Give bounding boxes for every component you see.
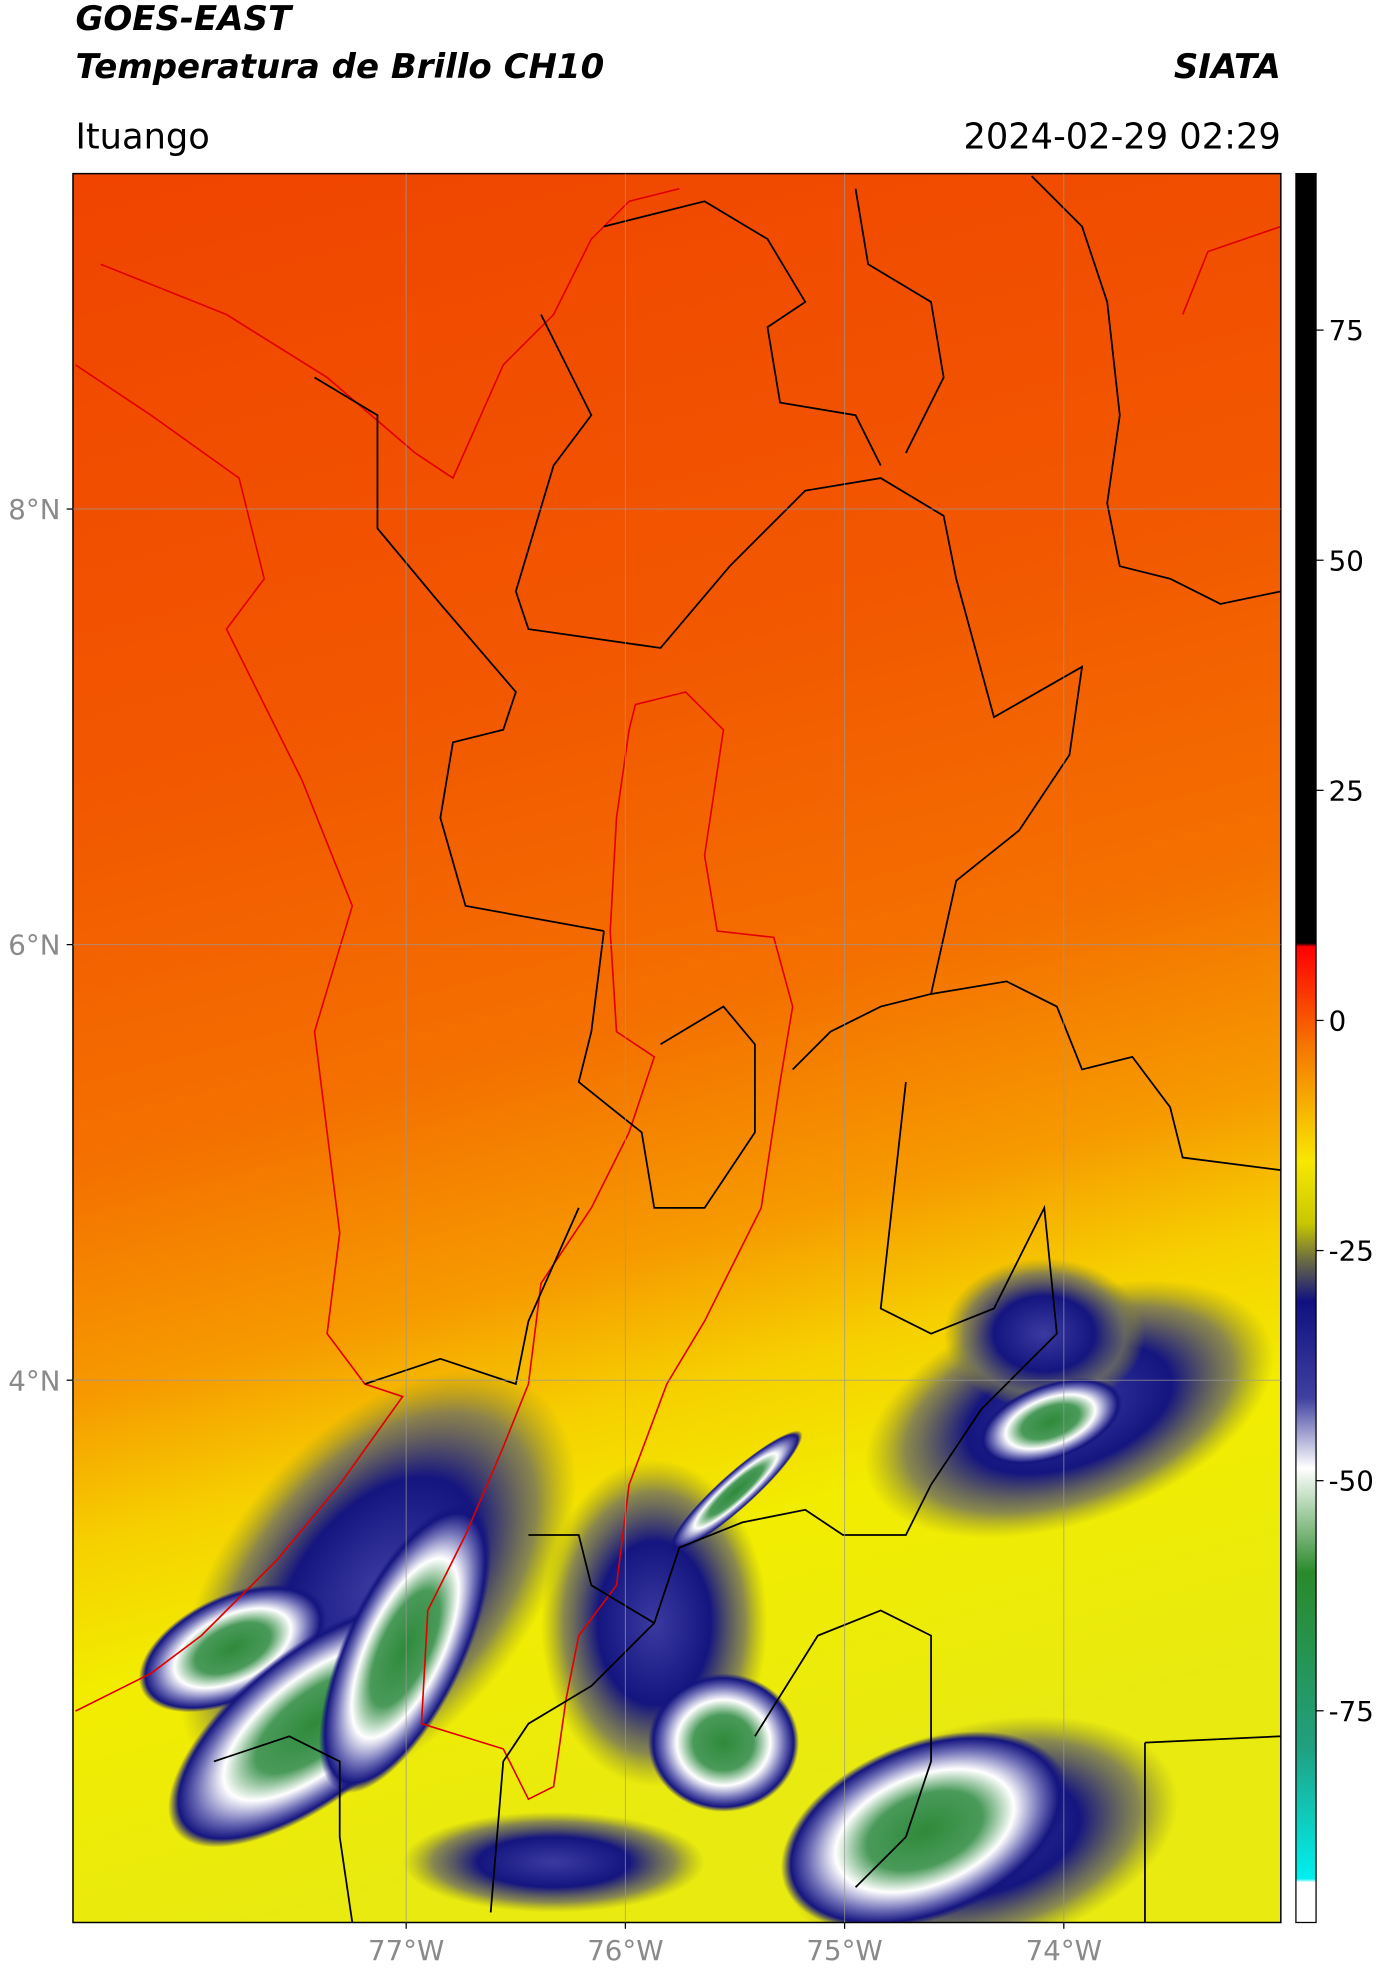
x-tick-label: 77°W (368, 1934, 444, 1967)
map-field (72, 173, 1281, 1923)
y-tick-label: 8°N (8, 493, 60, 526)
colorbar-tick-label: -25 (1329, 1235, 1374, 1268)
colorbar-tick-label: 50 (1329, 544, 1364, 577)
y-tick-label: 6°N (8, 929, 60, 962)
location: Ituango (75, 116, 209, 157)
colorbar-tick-label: 75 (1329, 314, 1364, 347)
datetime: 2024-02-29 02:29 (963, 116, 1280, 157)
source: SIATA (1174, 47, 1281, 87)
x-tick-label: 74°W (1026, 1934, 1102, 1967)
x-tick-label: 75°W (806, 1934, 882, 1967)
colorbar-tick-label: 25 (1329, 774, 1364, 807)
map-frame (72, 172, 1282, 1924)
y-tick-label: 4°N (8, 1364, 60, 1397)
colorbar (1295, 172, 1317, 1924)
colorbar-tick-label: -75 (1329, 1695, 1374, 1728)
colorbar-tick-label: 0 (1329, 1005, 1347, 1038)
colorbar-tick-label: -50 (1329, 1465, 1374, 1498)
x-tick-label: 76°W (587, 1934, 663, 1967)
title: GOES-EAST (75, 0, 293, 39)
subtitle: Temperatura de Brillo CH10 (75, 47, 604, 87)
